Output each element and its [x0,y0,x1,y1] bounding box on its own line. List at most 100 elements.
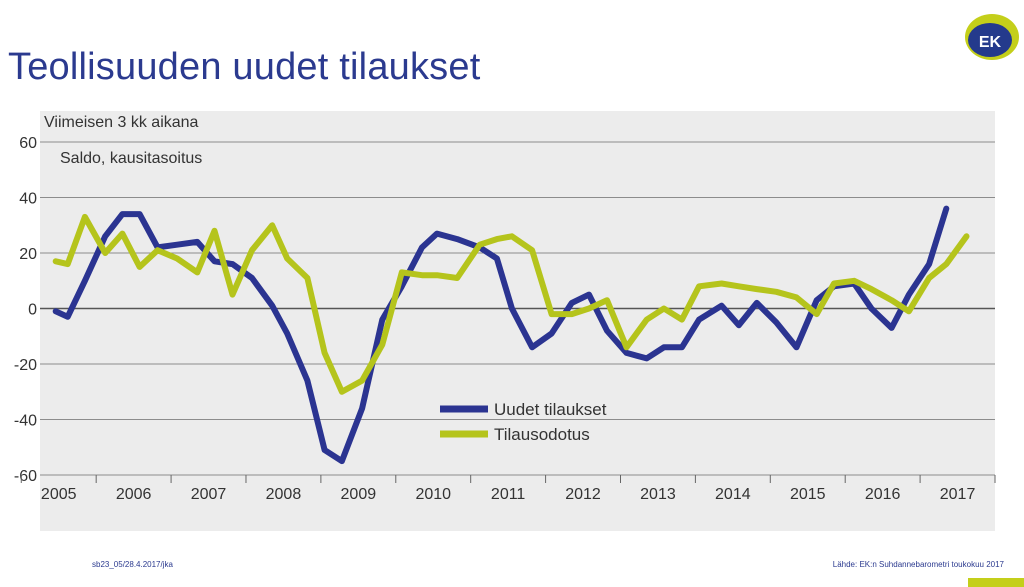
line-chart: 60 40 20 0 -20 -40 -60 2005 2006 2007 2008 2009 2010… [0,111,1024,531]
data-point [944,206,949,211]
x-tick-label: 2006 [116,486,152,503]
data-point [624,345,629,350]
data-point [586,292,592,297]
data-point [774,320,779,325]
chart-subtitle-1: Viimeisen 3 kk aikana [44,114,199,131]
data-point [509,234,515,239]
y-tick-label: -60 [14,468,37,485]
data-point [869,306,874,311]
data-point [661,345,667,350]
data-point [455,236,460,242]
data-point [195,239,200,245]
data-point [399,270,404,275]
data-point [549,311,554,317]
data-point [120,211,125,217]
series-line-tilausodotus [52,213,970,395]
data-point [230,292,235,297]
x-tick-label: 2012 [565,486,601,503]
data-point [137,264,142,270]
data-point [906,309,912,314]
data-point [380,317,385,322]
data-point [322,447,327,453]
data-point [644,317,649,322]
data-point [419,273,425,278]
data-point [103,250,108,256]
data-point [82,278,88,283]
data-point [53,309,58,314]
data-point [305,275,310,281]
data-point [174,256,180,261]
data-point [305,378,310,383]
legend-label-uudet: Uudet tilaukset [494,400,607,419]
data-point [174,242,180,247]
data-point [65,314,70,319]
legend: Uudet tilaukset Tilausodotus [440,400,607,444]
data-point [569,311,574,317]
data-point [434,231,440,236]
data-point [494,256,500,261]
data-point [736,284,741,289]
data-point [249,248,255,253]
data-point [569,300,574,306]
data-point [719,281,724,286]
data-point [794,345,799,350]
data-point [65,261,70,267]
data-point [549,331,554,336]
data-point [82,214,88,220]
y-tick-label: 20 [19,246,37,263]
data-point [736,323,741,328]
data-point [380,342,385,347]
logo-blue-core [968,23,1012,57]
data-point [831,281,837,286]
data-point [964,234,969,239]
data-point [774,289,779,294]
data-point [120,231,125,236]
data-point [477,242,482,247]
x-tick-label: 2010 [415,486,451,503]
logo-text: EK [979,34,1002,51]
data-point [624,350,629,356]
data-point [195,270,200,275]
data-point [270,303,275,308]
data-point [869,286,874,292]
data-point [906,292,912,297]
data-point [339,389,345,394]
data-point [359,406,365,411]
data-point [754,300,759,306]
data-point [270,223,275,228]
data-point [926,261,932,267]
accent-bar [968,578,1024,587]
data-point [212,259,217,264]
x-tick-label: 2009 [341,486,377,503]
data-point [754,286,759,292]
data-point [604,328,610,333]
data-point [696,284,702,289]
data-point [339,458,345,464]
x-tick-label: 2013 [640,486,676,503]
data-point [661,306,667,311]
data-point [434,273,440,278]
series-layer [52,205,970,465]
data-point [696,317,702,322]
page-title: Teollisuuden uudet tilaukset [8,46,481,88]
data-point [926,275,932,281]
data-point [212,228,217,233]
data-point [359,378,365,383]
data-point [679,317,685,322]
data-point [889,325,894,331]
data-point [814,311,819,317]
data-point [719,303,724,308]
y-tick-label: 60 [19,135,37,152]
data-point [285,256,290,261]
data-point [419,245,425,250]
data-point [494,236,500,242]
data-point [155,248,160,253]
x-tick-label: 2008 [266,486,302,503]
data-point [852,278,857,283]
ek-logo: EK [965,14,1019,60]
data-point [644,356,649,361]
x-tick-label: 2007 [191,486,227,503]
y-tick-label: -20 [14,357,37,374]
